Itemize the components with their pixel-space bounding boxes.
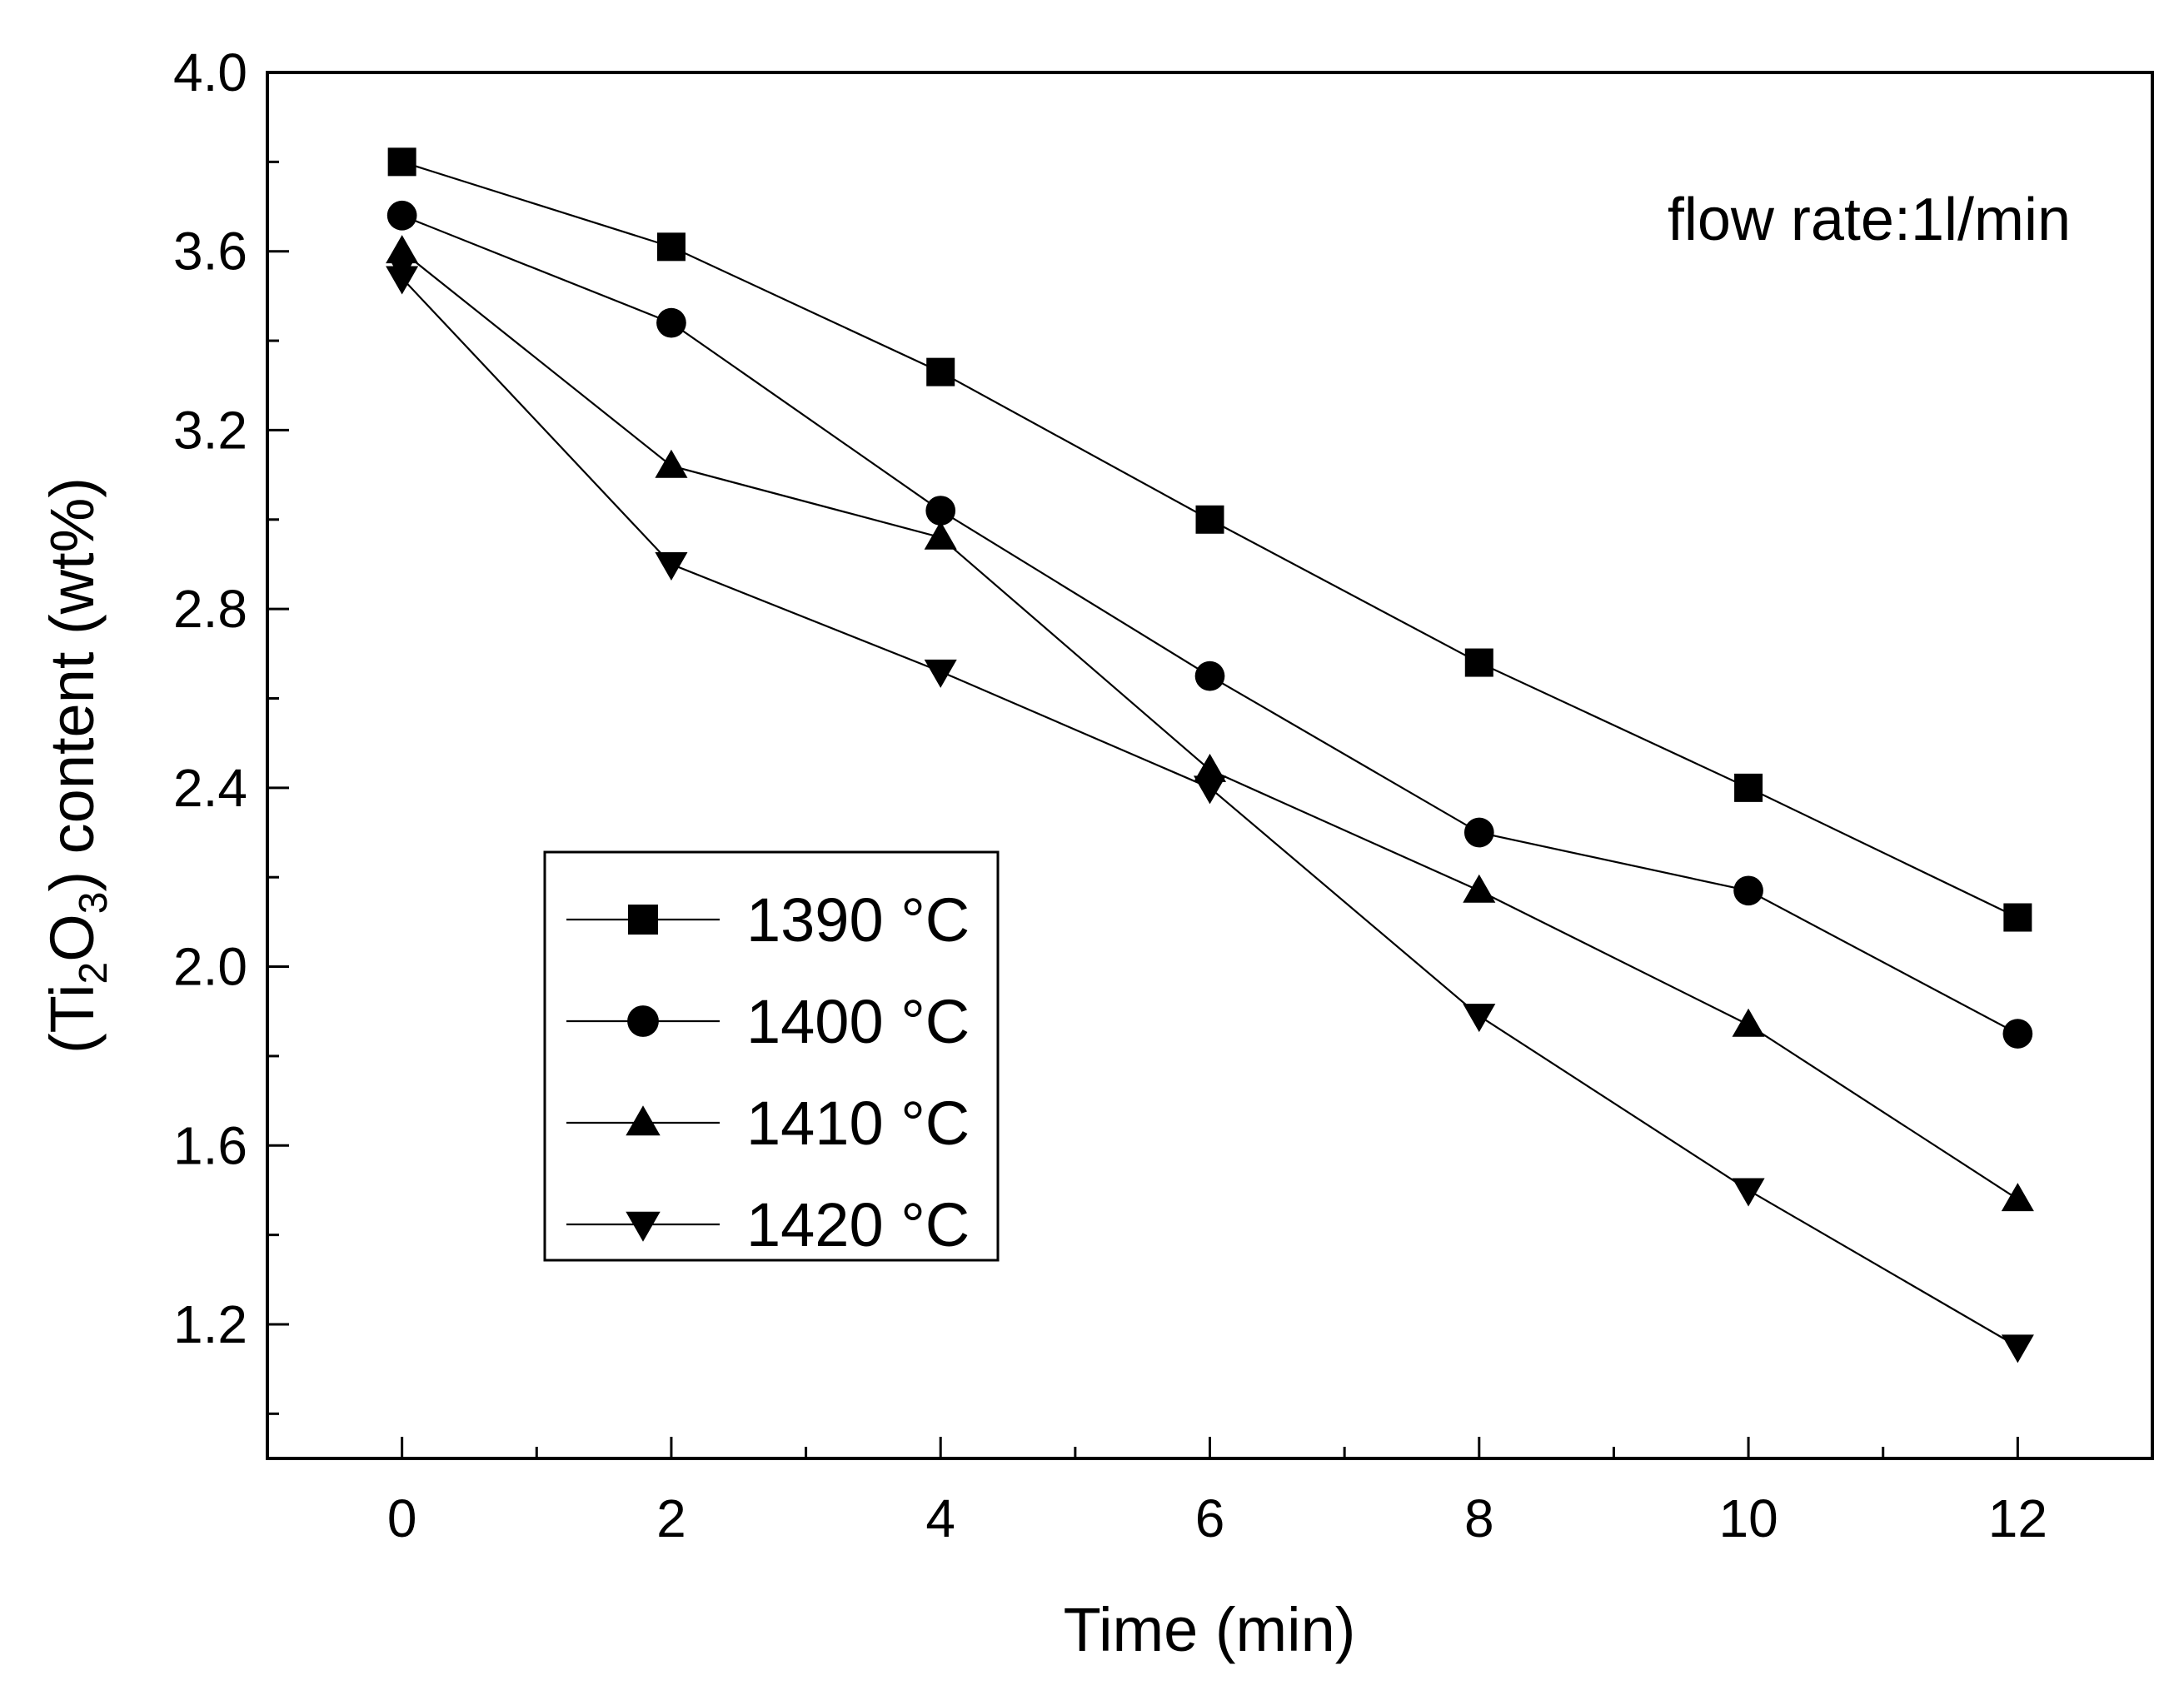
data-point-1420-t4	[924, 659, 957, 688]
legend-label-1400: 1400 °C	[746, 987, 970, 1056]
data-point-1390-t6	[1195, 505, 1224, 534]
data-point-1400-t10	[1733, 875, 1763, 906]
legend-label-1420: 1420 °C	[746, 1190, 970, 1259]
data-point-1400-t4	[925, 496, 956, 526]
data-point-1400-t2	[656, 307, 686, 338]
legend-marker-1410	[626, 1105, 661, 1136]
x-axis-label: Time (min)	[1064, 1595, 1356, 1664]
y-axis-label-sub2: 3	[72, 892, 116, 915]
legend-label-1410: 1410 °C	[746, 1089, 970, 1158]
y-tick-label: 2.4	[173, 758, 247, 818]
x-axis-minor-ticks	[266, 1447, 2154, 1458]
legend: 1390 °C 1400 °C 1410 °C 1420 °C	[543, 850, 1000, 1262]
legend-marker-1400	[627, 1005, 659, 1037]
overlap-marker-t6	[1198, 757, 1222, 800]
data-point-1400-t8	[1463, 817, 1494, 848]
x-tick-label: 10	[1718, 1488, 1778, 1548]
x-tick-label: 12	[1988, 1488, 2047, 1548]
data-point-1390-t12	[2003, 903, 2032, 932]
y-axis-label-mid: O	[37, 914, 107, 962]
y-axis-label: (Ti2O3) content (wt%)	[37, 477, 116, 1054]
data-point-1410-t8	[1463, 874, 1496, 903]
y-tick-label: 3.6	[173, 222, 247, 282]
data-point-1410-t10	[1732, 1008, 1765, 1037]
data-point-1390-t4	[926, 357, 955, 386]
legend-marker-1420	[626, 1211, 661, 1242]
data-point-1410-t2	[655, 449, 688, 478]
x-tick-label: 0	[387, 1488, 417, 1548]
x-tick-label: 2	[656, 1488, 686, 1548]
y-axis-ticks: 1.2 1.6 2.0 2.4 2.8 3.2 3.6 4.0	[173, 42, 289, 1354]
plot-frame	[266, 71, 2154, 1460]
y-tick-label: 1.2	[173, 1294, 247, 1354]
data-point-1390-t0	[387, 147, 416, 177]
data-point-1410-t4	[924, 521, 957, 550]
data-point-1400-t0	[386, 200, 417, 231]
data-point-1420-t10	[1732, 1178, 1765, 1207]
y-tick-label: 4.0	[173, 42, 247, 102]
data-point-1420-t8	[1463, 1004, 1496, 1033]
y-axis-label-prefix: (Ti	[37, 985, 107, 1054]
data-point-1390-t8	[1464, 648, 1493, 677]
y-tick-label: 2.8	[173, 579, 247, 639]
data-point-1390-t10	[1734, 773, 1763, 802]
data-point-1410-t12	[2001, 1183, 2034, 1212]
legend-label-1390: 1390 °C	[746, 885, 970, 955]
x-tick-label: 4	[925, 1488, 955, 1548]
data-point-1400-t12	[2002, 1019, 2033, 1049]
x-tick-label: 8	[1464, 1488, 1494, 1548]
y-tick-label: 1.6	[173, 1115, 247, 1175]
x-axis-ticks: 0 2 4 6 8 10 12	[387, 1437, 2047, 1548]
data-point-1390-t2	[656, 232, 686, 262]
y-tick-label: 3.2	[173, 400, 247, 460]
series-markers	[386, 147, 2034, 1363]
y-axis-label-suffix: ) content (wt%)	[37, 477, 107, 892]
y-axis-label-sub1: 2	[72, 962, 116, 985]
data-point-1420-t2	[655, 552, 688, 581]
y-tick-label: 2.0	[173, 937, 247, 997]
y-axis-minor-ticks	[267, 160, 279, 1415]
overlap-marker-t0	[390, 238, 415, 282]
flow-rate-annotation: flow rate:1l/min	[1668, 187, 2071, 253]
data-point-1400-t6	[1194, 661, 1225, 691]
legend-marker-1390	[628, 905, 658, 935]
x-tick-label: 6	[1195, 1488, 1225, 1548]
data-point-1420-t12	[2001, 1334, 2034, 1363]
